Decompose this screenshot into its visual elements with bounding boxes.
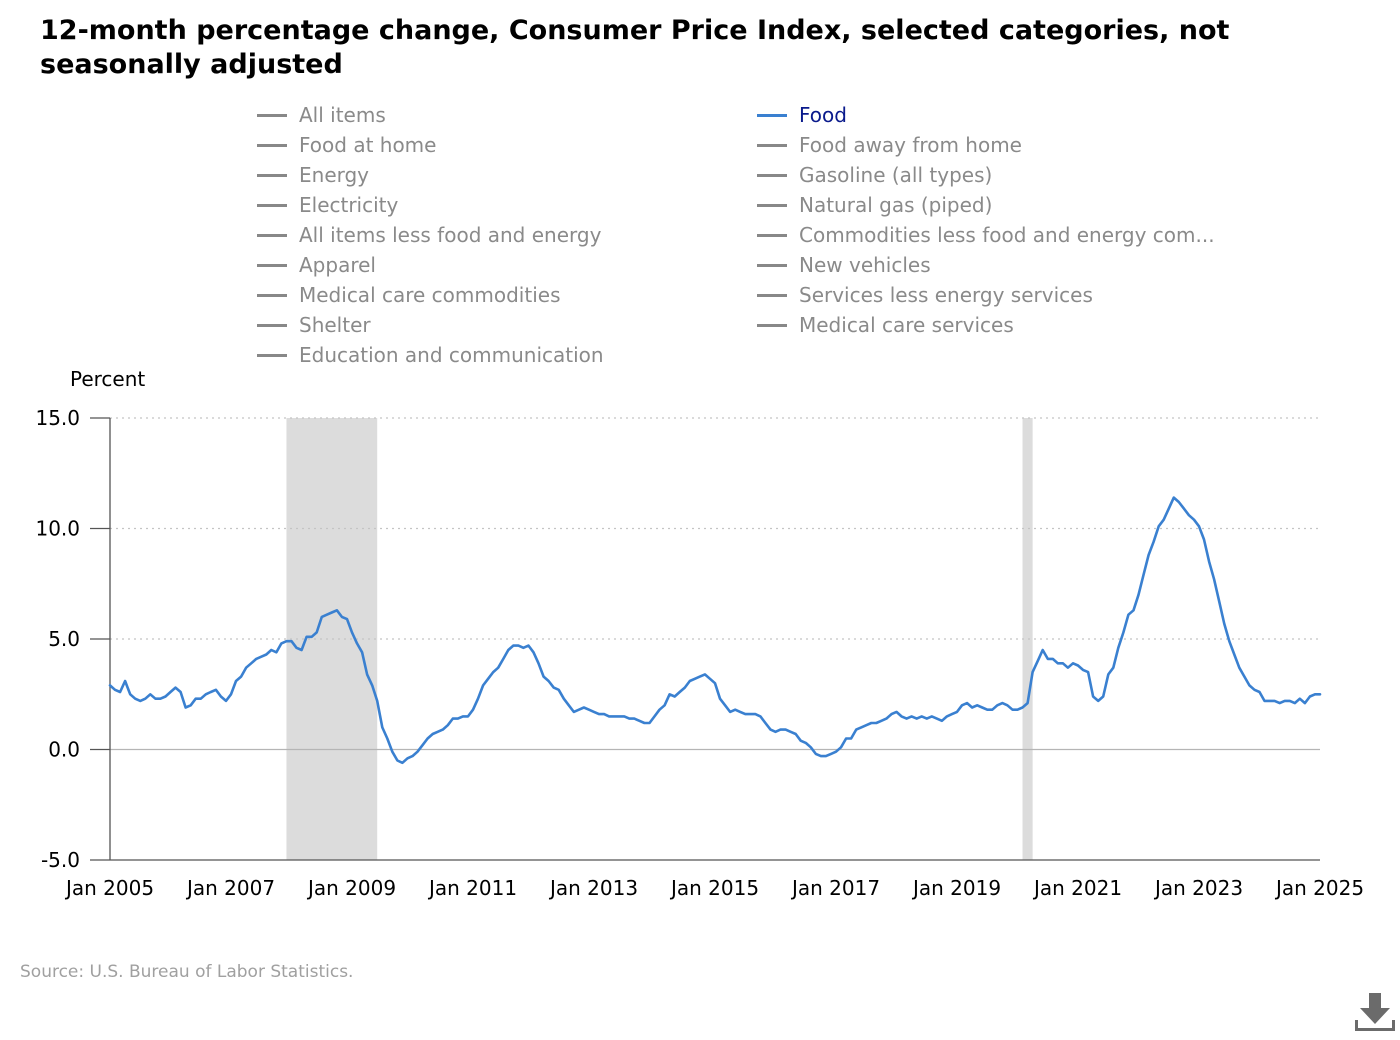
legend-item[interactable]: Shelter: [257, 310, 371, 340]
legend-item[interactable]: All items less food and energy: [257, 220, 601, 250]
y-tick-label: 5.0: [48, 627, 80, 651]
legend-swatch: [257, 143, 287, 147]
legend-swatch: [757, 113, 787, 117]
legend-label: Apparel: [299, 253, 376, 277]
legend-label: Energy: [299, 163, 370, 187]
legend-label: Education and communication: [299, 343, 604, 367]
y-axis-title: Percent: [70, 367, 146, 391]
x-tick-label: Jan 2015: [669, 876, 759, 900]
legend-swatch: [757, 203, 787, 207]
legend-item[interactable]: Commodities less food and energy com...: [757, 220, 1215, 250]
legend-label: Commodities less food and energy com...: [799, 223, 1215, 247]
legend-label: All items: [299, 103, 386, 127]
legend-item[interactable]: Natural gas (piped): [757, 190, 992, 220]
y-tick-label: -5.0: [41, 848, 80, 872]
legend-swatch: [257, 353, 287, 357]
legend-swatch: [757, 173, 787, 177]
legend-swatch: [257, 173, 287, 177]
legend-swatch: [257, 203, 287, 207]
legend-item[interactable]: Apparel: [257, 250, 376, 280]
legend-label: Food at home: [299, 133, 437, 157]
legend-swatch: [757, 293, 787, 297]
legend-swatch: [257, 113, 287, 117]
legend-item[interactable]: Food: [757, 100, 847, 130]
legend-label: Gasoline (all types): [799, 163, 993, 187]
legend-item[interactable]: Electricity: [257, 190, 398, 220]
legend-item[interactable]: Food away from home: [757, 130, 1022, 160]
legend-label: Electricity: [299, 193, 399, 217]
y-tick-label: 0.0: [48, 738, 80, 762]
legend-item[interactable]: Food at home: [257, 130, 436, 160]
legend-swatch: [257, 293, 287, 297]
y-tick-label: 10.0: [35, 517, 80, 541]
legend-swatch: [757, 143, 787, 147]
x-tick-label: Jan 2017: [790, 876, 880, 900]
legend-label: Food away from home: [799, 133, 1022, 157]
legend-label: Medical care services: [799, 313, 1014, 337]
legend-label: Medical care commodities: [299, 283, 561, 307]
x-tick-label: Jan 2023: [1153, 876, 1243, 900]
legend-item[interactable]: Medical care commodities: [257, 280, 560, 310]
legend-item[interactable]: Energy: [257, 160, 369, 190]
x-tick-label: Jan 2025: [1274, 876, 1364, 900]
x-tick-label: Jan 2021: [1032, 876, 1122, 900]
x-tick-label: Jan 2013: [548, 876, 638, 900]
download-icon: [1355, 993, 1395, 1031]
legend-swatch: [257, 323, 287, 327]
legend-item[interactable]: Services less energy services: [757, 280, 1093, 310]
download-button[interactable]: [1352, 990, 1398, 1036]
x-tick-label: Jan 2005: [64, 876, 154, 900]
x-tick-label: Jan 2019: [911, 876, 1001, 900]
legend-swatch: [757, 263, 787, 267]
legend-swatch: [257, 263, 287, 267]
plot-area: 15.0 10.0 5.0 0.0 -5.0 Jan 2005 Jan 2007 Jan 20…: [35, 406, 1364, 900]
legend-item[interactable]: New vehicles: [757, 250, 931, 280]
source-note: Source: U.S. Bureau of Labor Statistics.: [20, 962, 354, 982]
legend-swatch: [757, 323, 787, 327]
legend-label: All items less food and energy: [299, 223, 602, 247]
legend-label: New vehicles: [799, 253, 931, 277]
legend-label: Services less energy services: [799, 283, 1093, 307]
recession-band: [1022, 418, 1033, 860]
x-tick-label: Jan 2011: [427, 876, 517, 900]
x-tick-label: Jan 2009: [306, 876, 396, 900]
legend-item[interactable]: All items: [257, 100, 386, 130]
legend-item[interactable]: Gasoline (all types): [757, 160, 992, 190]
legend-swatch: [757, 233, 787, 237]
y-tick-label: 15.0: [35, 406, 80, 430]
legend-label: Shelter: [299, 313, 371, 337]
legend-label: Natural gas (piped): [799, 193, 993, 217]
legend-item[interactable]: Education and communication: [257, 340, 604, 370]
x-tick-label: Jan 2007: [185, 876, 275, 900]
legend-item[interactable]: Medical care services: [757, 310, 1014, 340]
series-line-food[interactable]: [108, 496, 1322, 765]
legend-label: Food: [799, 103, 847, 127]
legend-swatch: [257, 233, 287, 237]
chart-title: 12-month percentage change, Consumer Pri…: [40, 15, 1230, 80]
